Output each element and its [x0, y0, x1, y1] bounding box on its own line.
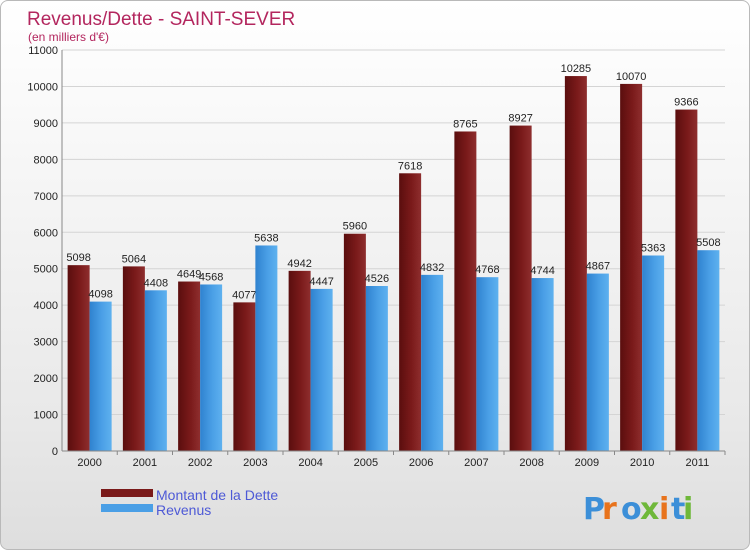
y-tick-label: 2000 — [34, 373, 58, 385]
bar-revenus — [200, 284, 223, 451]
data-label-revenus: 4408 — [144, 277, 168, 289]
logo-letter: P — [583, 492, 605, 527]
logo-letter: o — [621, 492, 642, 527]
bar-revenus — [476, 277, 499, 451]
data-label-dette: 4649 — [177, 269, 201, 281]
data-label-revenus: 4098 — [88, 289, 112, 301]
y-tick-label: 5000 — [34, 264, 58, 276]
x-tick-label: 2010 — [630, 457, 654, 469]
data-label-dette: 5098 — [66, 252, 90, 264]
axes: 0 1000 2000 3000 4000 5000 6000 7000 8000 9000 100… — [27, 45, 726, 469]
legend-swatch-revenus — [101, 504, 153, 512]
bar-dette — [509, 125, 532, 451]
y-tick-label: 9000 — [34, 118, 58, 130]
bar-revenus — [255, 245, 278, 451]
x-tick-label: 2011 — [686, 457, 710, 469]
legend-swatch-dette — [101, 489, 153, 497]
proxiti-logo: Pr ox i ti — [583, 492, 693, 527]
x-tick-label: 2000 — [77, 457, 101, 469]
bar-revenus — [144, 290, 167, 451]
bar-dette — [399, 173, 422, 451]
bar-dette — [675, 109, 698, 452]
data-label-dette: 4942 — [287, 258, 311, 270]
y-tick-label: 7000 — [34, 191, 58, 203]
data-label-revenus: 5363 — [641, 242, 665, 254]
data-label-revenus: 5508 — [696, 237, 720, 249]
data-label-dette: 8765 — [453, 118, 477, 130]
y-tick-label: 0 — [52, 446, 58, 458]
y-tick-label: 3000 — [34, 337, 58, 349]
y-tick-label: 8000 — [34, 154, 58, 166]
data-label-dette: 10285 — [561, 63, 592, 75]
bar-revenus — [697, 250, 720, 451]
bar-dette — [233, 302, 256, 451]
legend: Montant de la Dette Revenus — [101, 487, 278, 518]
logo-letter: x — [640, 492, 659, 527]
bar-dette — [67, 265, 90, 451]
y-tick-label: 1000 — [34, 410, 58, 422]
bar-dette — [122, 266, 145, 451]
x-tick-label: 2003 — [243, 457, 267, 469]
bar-revenus — [89, 301, 112, 451]
data-label-dette: 10070 — [616, 71, 647, 83]
bar-revenus — [365, 286, 388, 451]
bar-dette — [454, 131, 477, 452]
x-tick-label: 2002 — [188, 457, 212, 469]
chart-subtitle: (en milliers d'€) — [28, 30, 109, 44]
bar-dette — [178, 281, 201, 451]
legend-label-revenus: Revenus — [156, 502, 211, 518]
data-label-revenus: 4768 — [475, 264, 499, 276]
bar-dette — [288, 270, 311, 451]
y-tick-label: 4000 — [34, 300, 58, 312]
data-label-revenus: 4447 — [309, 276, 333, 288]
y-tick-label: 11000 — [28, 45, 58, 57]
data-label-dette: 9366 — [674, 97, 698, 109]
logo-letter: t — [671, 492, 685, 527]
bar-dette — [343, 233, 366, 451]
bar-revenus — [586, 273, 609, 451]
x-tick-label: 2005 — [354, 457, 378, 469]
x-tick-label: 2006 — [409, 457, 433, 469]
data-label-revenus: 4526 — [365, 273, 389, 285]
bar-dette — [564, 76, 587, 451]
bar-dette — [620, 83, 643, 452]
data-label-revenus: 5638 — [254, 232, 278, 244]
data-label-dette: 7618 — [398, 160, 422, 172]
legend-label-dette: Montant de la Dette — [156, 487, 278, 503]
logo-letter: r — [602, 492, 617, 527]
data-label-dette: 8927 — [508, 113, 532, 125]
data-label-revenus: 4744 — [530, 265, 554, 277]
x-tick-label: 2007 — [464, 457, 488, 469]
bar-revenus — [531, 278, 554, 451]
data-label-revenus: 4832 — [420, 262, 444, 274]
x-tick-label: 2009 — [575, 457, 599, 469]
x-tick-label: 2001 — [133, 457, 157, 469]
x-tick-label: 2004 — [298, 457, 322, 469]
y-tick-label: 10000 — [27, 81, 58, 93]
data-label-dette: 5064 — [122, 253, 146, 265]
grid — [62, 49, 725, 416]
logo-letter: i — [659, 492, 669, 527]
data-label-revenus: 4867 — [586, 261, 610, 273]
x-tick-label: 2008 — [519, 457, 543, 469]
bar-revenus — [421, 274, 444, 451]
bar-revenus — [310, 288, 333, 451]
logo-letter: i — [683, 492, 693, 527]
data-label-revenus: 4568 — [199, 271, 223, 283]
y-tick-label: 6000 — [34, 227, 58, 239]
bar-revenus — [642, 255, 665, 451]
data-label-dette: 4077 — [232, 289, 256, 301]
data-label-dette: 5960 — [343, 221, 367, 233]
chart-title: Revenus/Dette - SAINT-SEVER — [27, 9, 295, 30]
